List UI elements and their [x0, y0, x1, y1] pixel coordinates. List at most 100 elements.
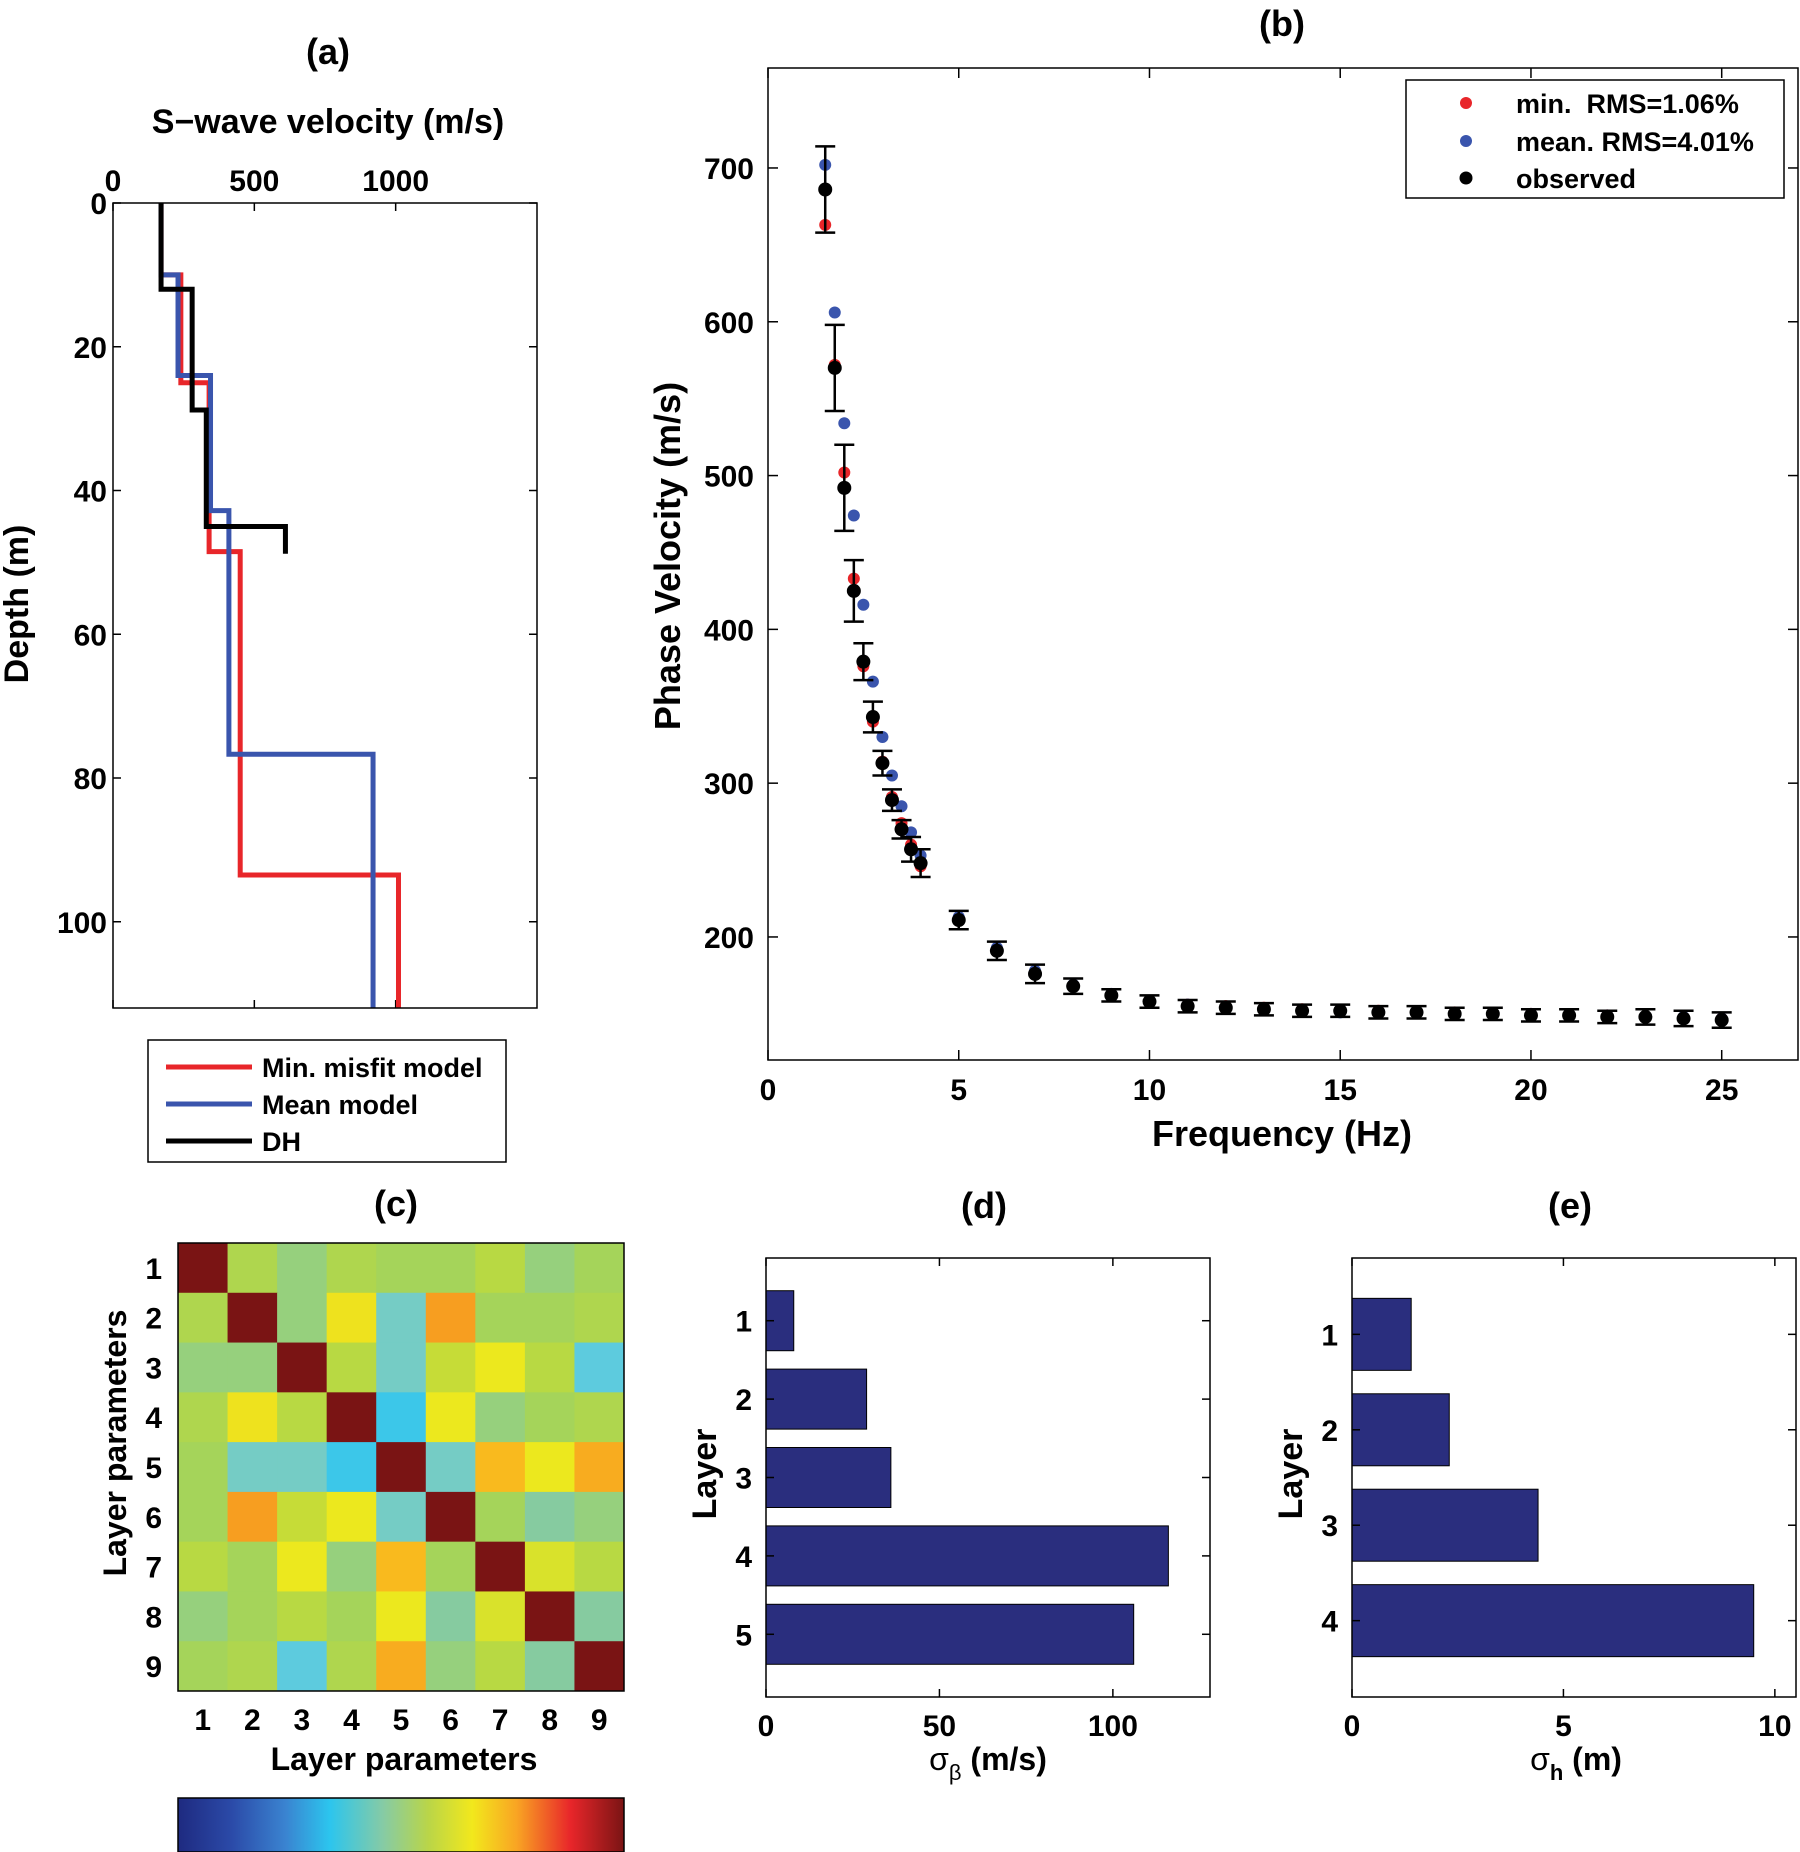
panel-c-cell: [376, 1491, 427, 1543]
panel-c-cell: [425, 1591, 476, 1642]
panel-c-cell: [178, 1342, 229, 1393]
legend-marker-mean-rms: [1460, 135, 1472, 147]
panel-c-cell: [326, 1591, 377, 1642]
panel-b-xtick-label: 5: [950, 1074, 967, 1107]
panel-b-ticks: 0 5 10 15 20 25 200 300 400 500 600 700: [704, 68, 1798, 1107]
panel-d-bars: [765, 1290, 1169, 1665]
panel-d-ytick-label: 3: [735, 1463, 752, 1496]
panel-e-bar: [1351, 1584, 1755, 1658]
panel-d-ytick-label: 5: [735, 1619, 752, 1652]
panel-c-ytick-label: 5: [145, 1452, 162, 1485]
panel-c-cell: [574, 1491, 625, 1543]
panel-b-xlabel: Frequency (Hz): [1152, 1113, 1412, 1154]
panel-a-ytick-label: 0: [90, 188, 107, 221]
legend-label-observed: observed: [1516, 164, 1636, 194]
panel-a-line-min-misfit: [158, 203, 401, 1008]
legend-label-dh: DH: [262, 1127, 301, 1157]
panel-b-ytick-label: 400: [704, 614, 754, 647]
panel-c-cell: [524, 1541, 575, 1592]
panel-b: (b) Frequency (Hz) Phase Velocity (m/s) …: [647, 3, 1799, 1154]
panel-c-cell: [227, 1292, 278, 1344]
panel-c-cell: [178, 1292, 229, 1344]
panel-e-ytick-label: 4: [1321, 1606, 1338, 1639]
panel-c-cell: [178, 1243, 229, 1294]
panel-c-cell: [425, 1641, 476, 1692]
legend-label-mean-rms: mean. RMS=4.01%: [1516, 127, 1754, 157]
panel-c-cell: [227, 1342, 278, 1393]
panel-c-cell: [475, 1591, 526, 1642]
panel-c-cell: [574, 1641, 625, 1692]
panel-c-xtick-label: 8: [541, 1704, 558, 1737]
panel-c-cell: [574, 1591, 625, 1642]
panel-c-cell: [326, 1491, 377, 1543]
panel-d-bar: [765, 1447, 892, 1508]
panel-c-ylabel: Layer parameters: [97, 1310, 133, 1577]
panel-c-cell: [574, 1442, 625, 1493]
panel-c-ytick-label: 9: [145, 1651, 162, 1684]
panel-b-point-observed: [1371, 1005, 1386, 1020]
panel-c-cell: [425, 1243, 476, 1294]
panel-c-cell: [277, 1292, 328, 1344]
panel-c-cell: [524, 1591, 575, 1642]
legend-label-min-misfit: Min. misfit model: [262, 1053, 483, 1083]
panel-b-point-observed: [1104, 988, 1119, 1003]
panel-b-point-observed: [1409, 1005, 1424, 1020]
panel-e-ytick-label: 3: [1321, 1510, 1338, 1543]
panel-b-xtick-label: 0: [760, 1074, 777, 1107]
panel-b-point-observed: [1295, 1003, 1310, 1018]
panel-e-bar: [1351, 1488, 1539, 1562]
panel-b-point-observed: [875, 756, 890, 771]
panel-b-point-observed: [1180, 999, 1195, 1014]
panel-d-ytick-label: 2: [735, 1384, 752, 1417]
panel-b-axes-frame: [767, 67, 1799, 1061]
panel-b-legend: min. RMS=1.06% mean. RMS=4.01% observed: [1405, 79, 1785, 199]
panel-a-line-dh: [158, 203, 288, 554]
panel-c-ytick-label: 4: [145, 1402, 162, 1435]
panel-c-cell: [277, 1392, 328, 1443]
panel-a-ytick-label: 100: [57, 907, 107, 940]
panel-c-axes-frame: [177, 1242, 625, 1692]
panel-a-axes-frame: [112, 202, 538, 1009]
panel-a-xtick-label: 0: [105, 165, 122, 198]
panel-b-point-mean-rms: [857, 598, 870, 611]
panel-c-cell: [574, 1342, 625, 1393]
panel-a-ytick-label: 20: [74, 332, 107, 365]
panel-c-cell: [376, 1442, 427, 1493]
panel-b-point-observed: [1638, 1009, 1653, 1024]
panel-b-point-observed: [894, 822, 909, 837]
panel-b-point-mean-rms: [838, 417, 851, 430]
panel-b-point-observed: [1028, 966, 1043, 981]
panel-c-cell: [475, 1491, 526, 1543]
panel-c-cell: [425, 1491, 476, 1543]
panel-b-ytick-label: 500: [704, 461, 754, 494]
panel-a-xlabel: S−wave velocity (m/s): [152, 103, 504, 141]
panel-c-xtick-label: 3: [294, 1704, 311, 1737]
panel-e-axes-frame: [1351, 1257, 1797, 1698]
panel-c-cell: [524, 1442, 575, 1493]
panel-b-point-observed: [1142, 994, 1157, 1009]
panel-b-point-observed: [1676, 1011, 1691, 1026]
panel-c-cell: [376, 1342, 427, 1393]
panel-c-xtick-label: 6: [442, 1704, 459, 1737]
panel-b-point-observed: [1600, 1009, 1615, 1024]
panel-d-xtick-label: 100: [1088, 1710, 1138, 1743]
panel-b-ytick-label: 300: [704, 768, 754, 801]
panel-b-ytick-label: 200: [704, 922, 754, 955]
panel-c-colorbar: [177, 1797, 625, 1852]
panel-c-cell: [475, 1243, 526, 1294]
panel-b-xtick-label: 20: [1514, 1074, 1547, 1107]
panel-c-xlabel: Layer parameters: [271, 1741, 538, 1777]
panel-c-xtick-label: 7: [492, 1704, 509, 1737]
panel-a-ytick-label: 80: [74, 763, 107, 796]
panel-c-cell: [227, 1243, 278, 1294]
panel-e-ylabel: Layer: [1272, 1429, 1310, 1520]
panel-b-point-mean-rms: [847, 509, 860, 522]
panel-b-point-observed: [989, 943, 1004, 958]
panel-c-heatmap-cells: [178, 1243, 625, 1692]
panel-c-cell: [277, 1342, 328, 1393]
panel-b-point-observed: [1447, 1006, 1462, 1021]
panel-c-cell: [376, 1641, 427, 1692]
panel-c-cell: [524, 1491, 575, 1543]
